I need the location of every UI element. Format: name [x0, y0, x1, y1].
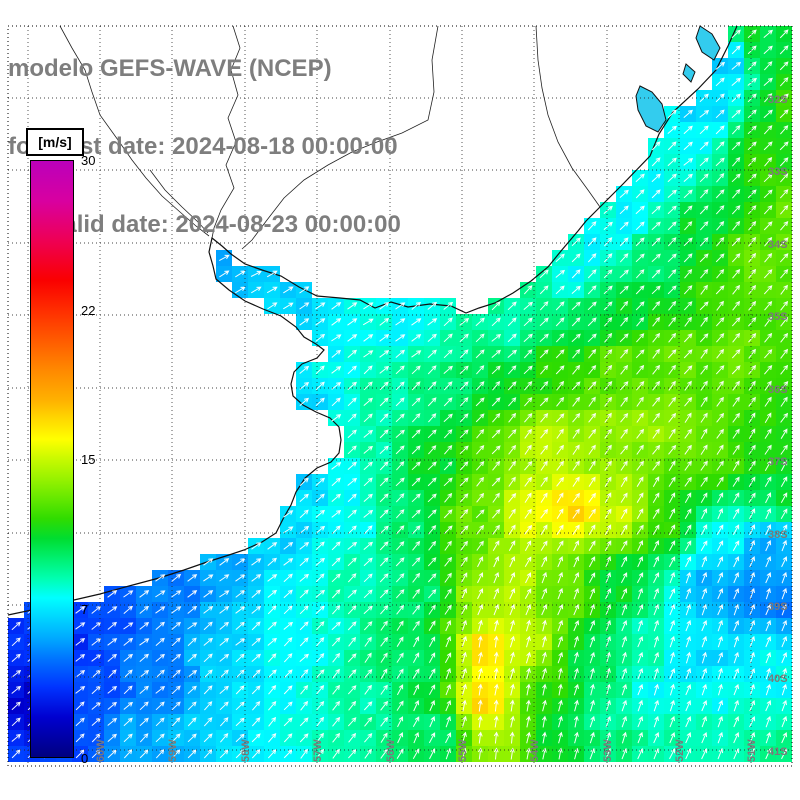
latitude-label: 33S: [768, 166, 788, 178]
longitude-label: 59W: [167, 739, 179, 762]
colorbar-unit-label: [m/s]: [26, 128, 84, 156]
lagoon-shape: [695, 25, 721, 61]
river-line: [149, 169, 209, 234]
colorbar-tick-label: 0: [81, 751, 89, 766]
lagoons: [635, 25, 721, 133]
latitude-label: 34S: [768, 239, 788, 251]
graticule-grid-lines: [8, 25, 792, 766]
colorbar-tick-label: 22: [81, 302, 96, 318]
longitude-label: 60W: [95, 739, 107, 762]
colorbar-tick-label: 30: [81, 153, 96, 168]
colorbar-tick-label: 7: [81, 601, 89, 617]
river-line: [535, 25, 601, 208]
axis-labels: 32S 33S 34S 35S 36S 37S 38S 39S 40S 41S 60W 59W 58W 5…: [95, 94, 788, 762]
latitude-label: 41S: [768, 746, 788, 758]
river-line: [59, 25, 210, 237]
forecast-date-line: forecast date: 2024-08-18 00:00:00: [8, 133, 398, 160]
latitude-label: 35S: [768, 311, 788, 323]
coastline-path: [7, 25, 738, 616]
longitude-label: 56W: [385, 739, 397, 762]
river-line: [241, 25, 439, 250]
longitude-label: 57W: [312, 739, 324, 762]
lagoon-shape: [635, 85, 667, 133]
colorbar-gradient: [31, 161, 73, 757]
latitude-label: 39S: [768, 601, 788, 613]
colorbar-tick-label: 15: [81, 452, 96, 467]
longitude-label: 58W: [240, 739, 252, 762]
latitude-label: 38S: [768, 529, 788, 541]
lagoon-shape: [682, 63, 696, 83]
map-frame-border: [7, 25, 793, 767]
longitude-label: 55W: [457, 739, 469, 762]
latitude-label: 40S: [768, 673, 788, 685]
longitude-label: 52W: [674, 739, 686, 762]
rivers-and-borders: [59, 25, 601, 250]
longitude-label: 51W: [746, 739, 758, 762]
model-title: modelo GEFS-WAVE (NCEP): [8, 55, 332, 82]
latitude-label: 37S: [768, 456, 788, 468]
latitude-label: 36S: [768, 384, 788, 396]
latitude-label: 32S: [768, 94, 788, 106]
colorbar: 30 22 15 7 0: [30, 153, 95, 766]
river-line: [211, 25, 241, 239]
longitude-label: 53W: [602, 739, 614, 762]
longitude-label: 54W: [529, 739, 541, 762]
